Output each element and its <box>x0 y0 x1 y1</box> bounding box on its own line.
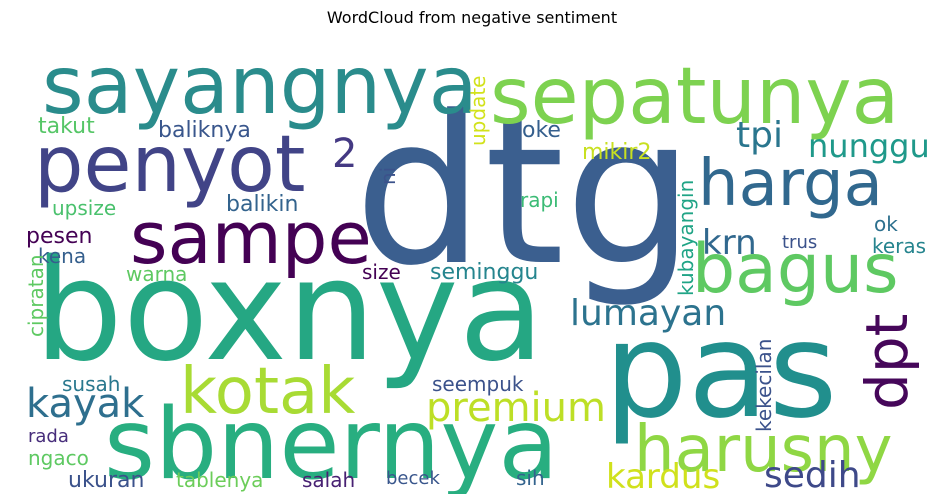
word-sayangnya: sayangnya <box>42 39 478 132</box>
word-oke: oke <box>522 118 561 143</box>
word-bagus: bagus <box>692 230 899 309</box>
word-pesen: pesen <box>26 224 93 249</box>
word-dpt: dpt <box>853 313 921 410</box>
word-kubayangin: kubayangin <box>674 179 698 296</box>
word-sih: sih <box>516 466 545 490</box>
word-rada: rada <box>28 426 69 447</box>
word-upsize: upsize <box>52 196 117 220</box>
word-tablenya: tablenya <box>176 468 264 492</box>
word-cipratan: cipratan <box>24 254 48 338</box>
word-harga: harga <box>698 147 883 221</box>
word-becek: becek <box>386 468 440 489</box>
word-rapi: rapi <box>520 188 559 212</box>
word-ngaco: ngaco <box>28 446 89 470</box>
word-ukuran: ukuran <box>68 468 145 493</box>
word-kekecilan: kekecilan <box>752 338 776 432</box>
word-2: 2 <box>332 131 358 177</box>
word-krn: krn <box>702 223 757 263</box>
word-penyot: penyot <box>34 120 306 210</box>
word-seempuk: seempuk <box>432 372 524 396</box>
word-keras: keras <box>872 234 927 258</box>
word-nunggu: nunggu <box>808 127 930 165</box>
word-tpi: tpi <box>736 115 783 156</box>
word-trus: trus <box>782 232 818 253</box>
word-dtg: dtg <box>354 73 695 311</box>
word-warna: warna <box>126 262 188 286</box>
word-sampe: sampe <box>130 196 372 280</box>
word-mikir2: mikir2 <box>582 140 652 165</box>
word-baliknya: baliknya <box>158 118 251 143</box>
word-salah: salah <box>302 468 356 492</box>
word-sedih: sedih <box>764 455 861 494</box>
word-takut: takut <box>38 114 95 139</box>
word-kotak: kotak <box>180 355 356 429</box>
word-balikin: balikin <box>226 192 299 217</box>
word-sbnernya: sbnernya <box>104 388 559 494</box>
word-susah: susah <box>62 372 121 396</box>
word-kena: kena <box>38 244 87 268</box>
chart-title: WordCloud from negative sentiment <box>326 8 618 27</box>
word-cloud: dtg boxnya pas sbnernya sayangnya sepatunya pe… <box>12 30 932 494</box>
word-seminggu: seminggu <box>430 260 539 285</box>
word-kardus: kardus <box>606 457 721 494</box>
word-ok: ok <box>874 212 898 236</box>
word-update: update <box>466 75 490 147</box>
word-pas: pas <box>604 294 838 448</box>
word-premium: premium <box>426 385 606 431</box>
word-kayak: kayak <box>26 381 145 427</box>
word-sepatunya: sepatunya <box>490 52 900 142</box>
word-harusny: harusny <box>634 413 893 487</box>
word-ni: ni <box>376 166 400 185</box>
word-boxnya: boxnya <box>34 230 545 393</box>
word-lumayan: lumayan <box>570 293 727 334</box>
word-size: size <box>362 260 401 284</box>
